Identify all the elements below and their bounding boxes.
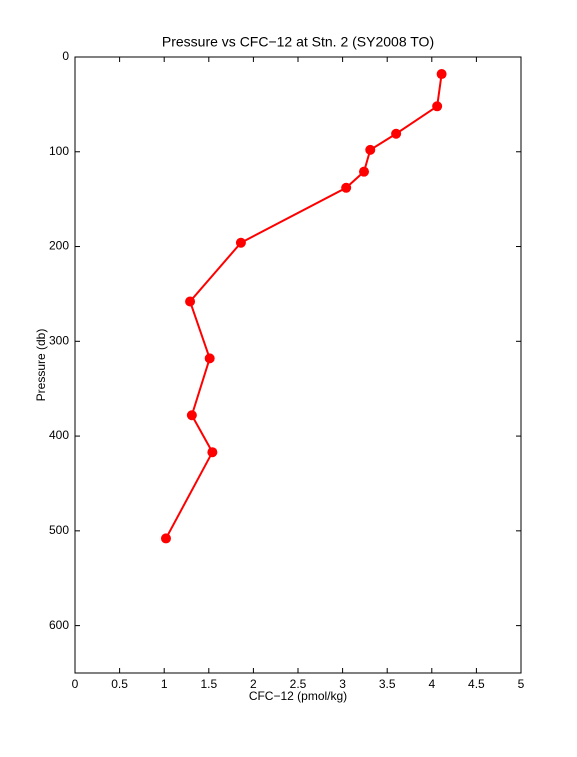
x-tick-label: 0	[72, 677, 79, 691]
data-point	[365, 144, 376, 155]
x-tick-label: 5	[518, 677, 525, 691]
chart-title: Pressure vs CFC−12 at Stn. 2 (SY2008 TO)	[162, 34, 434, 50]
y-axis-label: Pressure (db)	[34, 329, 48, 402]
y-tick-label: 100	[49, 144, 69, 158]
y-tick-label: 200	[49, 239, 69, 253]
data-point	[160, 533, 171, 544]
x-tick-label: 1.5	[200, 677, 217, 691]
y-tick-label: 0	[62, 49, 69, 63]
data-line	[165, 73, 443, 539]
y-tick-label: 300	[49, 333, 69, 347]
data-point	[436, 69, 447, 80]
x-tick-label: 4	[428, 677, 435, 691]
x-axis-label: CFC−12 (pmol/kg)	[249, 689, 347, 703]
y-tick-label: 400	[49, 428, 69, 442]
x-tick-label: 3	[339, 677, 346, 691]
y-tick-label: 600	[49, 618, 69, 632]
x-tick-label: 2.5	[290, 677, 307, 691]
x-tick-label: 4.5	[468, 677, 485, 691]
data-point	[186, 410, 197, 421]
data-point	[204, 353, 215, 364]
data-point	[359, 166, 370, 177]
data-point	[391, 128, 402, 139]
data-point	[185, 296, 196, 307]
x-tick-label: 2	[250, 677, 257, 691]
data-point	[432, 101, 443, 112]
data-point	[207, 447, 218, 458]
x-tick-label: 3.5	[379, 677, 396, 691]
data-point	[341, 182, 352, 193]
x-tick-label: 0.5	[111, 677, 128, 691]
data-point	[235, 237, 246, 248]
x-tick-label: 1	[161, 677, 168, 691]
y-tick-label: 500	[49, 523, 69, 537]
